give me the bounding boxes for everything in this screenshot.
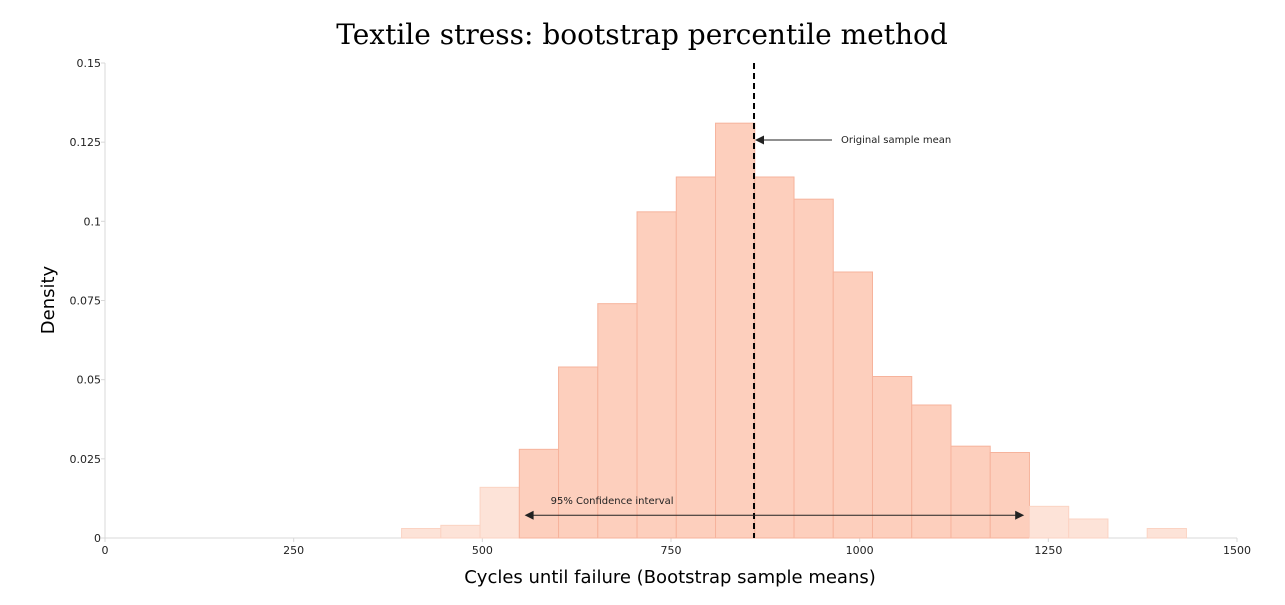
y-tick-label: 0.05 bbox=[77, 374, 102, 387]
x-tick-label: 0 bbox=[102, 544, 109, 557]
histogram-bar bbox=[832, 271, 873, 539]
histogram-bar bbox=[871, 376, 913, 539]
x-tick-label: 750 bbox=[661, 544, 682, 557]
histogram-bar bbox=[754, 176, 795, 539]
histogram-bar bbox=[715, 122, 756, 539]
y-tick-label: 0.1 bbox=[84, 215, 102, 228]
histogram-bar bbox=[911, 404, 952, 539]
histogram-bar bbox=[950, 445, 991, 539]
ci-annotation-label: 95% Confidence interval bbox=[551, 496, 674, 507]
histogram-bar bbox=[636, 211, 677, 539]
mean-annotation-label: Original sample mean bbox=[841, 135, 951, 146]
histogram-bar bbox=[479, 486, 520, 539]
ci-arrowhead-left bbox=[524, 510, 534, 520]
y-tick-label: 0 bbox=[94, 532, 101, 545]
y-tick-label: 0.075 bbox=[70, 295, 102, 308]
histogram-bar bbox=[558, 366, 599, 539]
y-tick-label: 0.125 bbox=[70, 136, 102, 149]
chart-title: Textile stress: bootstrap percentile met… bbox=[336, 18, 948, 51]
x-tick-label: 250 bbox=[283, 544, 304, 557]
histogram-bar bbox=[1146, 528, 1187, 539]
x-tick-label: 1250 bbox=[1034, 544, 1062, 557]
x-tick-label: 1000 bbox=[846, 544, 874, 557]
histogram-bar bbox=[440, 524, 481, 539]
histogram-bar bbox=[793, 198, 834, 539]
x-tick-label: 500 bbox=[472, 544, 493, 557]
mean-annotation-arrowhead bbox=[755, 135, 765, 145]
x-axis-label: Cycles until failure (Bootstrap sample m… bbox=[464, 567, 876, 588]
histogram-bar bbox=[518, 448, 560, 539]
histogram-bar bbox=[989, 452, 1030, 539]
histogram-bar bbox=[1068, 518, 1109, 539]
ci-arrowhead-right bbox=[1015, 510, 1025, 520]
y-axis-label: Density bbox=[38, 265, 59, 334]
x-tick-label: 1500 bbox=[1223, 544, 1251, 557]
histogram-bar bbox=[1028, 505, 1070, 539]
histogram-bar bbox=[401, 528, 442, 539]
y-tick-label: 0.025 bbox=[70, 453, 102, 466]
histogram-bar bbox=[597, 303, 638, 539]
y-tick-label: 0.15 bbox=[77, 57, 102, 70]
histogram-bar bbox=[675, 176, 717, 539]
plot-area: 0 0.025 0.05 0.075 0.1 0.125 0.15 0 250 500 750 100… bbox=[70, 57, 1252, 557]
